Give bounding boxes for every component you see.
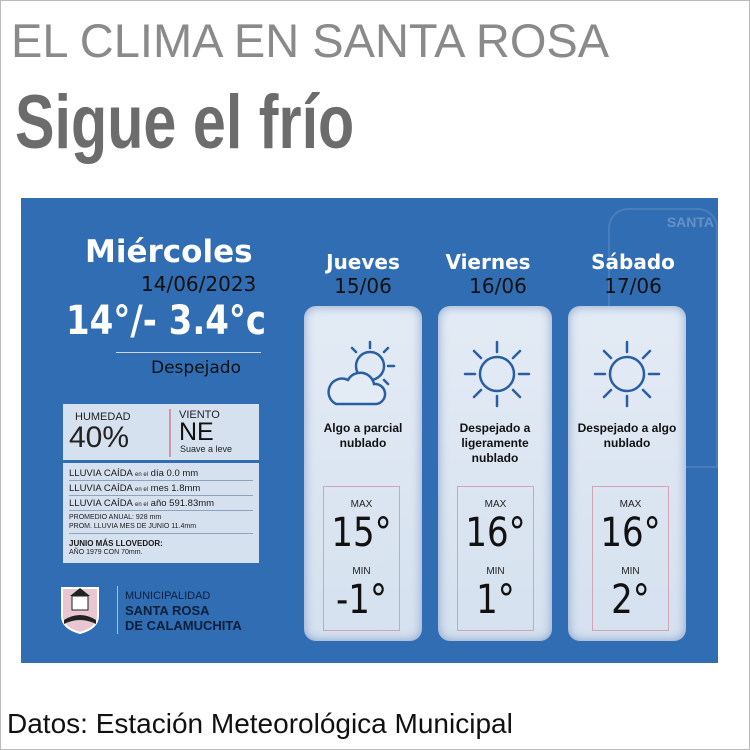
forecast-date: 16/06 bbox=[469, 274, 527, 298]
forecast-condition: Despejado a ligeramente nublado bbox=[459, 421, 531, 465]
today-condition: Despejado bbox=[151, 358, 241, 378]
forecast-day: Sábado bbox=[591, 250, 675, 274]
wettest-june-value: AÑO 1979 CON 70mm. bbox=[69, 549, 143, 556]
humidity-label: HUMEDAD bbox=[75, 411, 131, 423]
municipality-shield-logo bbox=[61, 587, 99, 634]
forecast-card: Despejado a ligeramente nublado MAX 16° … bbox=[438, 306, 552, 641]
forecast-condition: Despejado a algo nublado bbox=[577, 421, 677, 450]
max-label: MAX bbox=[350, 499, 373, 510]
divider bbox=[116, 352, 261, 353]
headline: Sigue el frío bbox=[15, 80, 355, 165]
max-temp: 15° bbox=[331, 510, 392, 556]
forecast-day: Jueves bbox=[326, 250, 400, 274]
max-temp: 16° bbox=[600, 510, 661, 556]
rain-year: LLUVIA CAÍDA en el año 591.83mm bbox=[69, 496, 253, 511]
data-source-caption: Datos: Estación Meteorológica Municipal bbox=[7, 708, 513, 739]
max-temp: 16° bbox=[465, 510, 526, 556]
forecast-card: Despejado a algo nublado MAX 16° MIN 2° bbox=[568, 306, 686, 641]
forecast-date: 15/06 bbox=[334, 274, 392, 298]
min-temp: -1° bbox=[336, 577, 387, 623]
forecast-condition: Algo a parcial nublado bbox=[323, 421, 403, 450]
forecast-card: Algo a parcial nublado MAX 15° MIN -1° bbox=[304, 306, 422, 641]
june-average: PROM. LLUVIA MES DE JUNIO 11.4mm bbox=[69, 522, 253, 534]
municipality-name: SANTA ROSA DE CALAMUCHITA bbox=[125, 603, 242, 633]
rain-box: LLUVIA CAÍDA en el día 0.0 mm LLUVIA CAÍ… bbox=[63, 463, 259, 563]
min-label: MIN bbox=[352, 566, 371, 577]
wind-description: Suave a leve bbox=[180, 444, 233, 454]
rain-day: LLUVIA CAÍDA en el día 0.0 mm bbox=[69, 466, 253, 481]
sun-icon bbox=[593, 340, 661, 408]
humidity-wind-box: HUMEDAD 40% VIENTO NE Suave a leve bbox=[63, 404, 259, 460]
today-temperature: 14°/- 3.4°c bbox=[66, 298, 267, 344]
weather-infographic: SANTA Miércoles 14/06/2023 14°/- 3.4°c D… bbox=[21, 198, 718, 663]
kicker-title: EL CLIMA EN SANTA ROSA bbox=[11, 14, 610, 67]
temperature-box: MAX 15° MIN -1° bbox=[323, 486, 400, 631]
rain-month: LLUVIA CAÍDA en el mes 1.8mm bbox=[69, 481, 253, 496]
humidity-value: 40% bbox=[69, 421, 130, 454]
min-label: MIN bbox=[621, 566, 640, 577]
today-date: 14/06/2023 bbox=[141, 272, 257, 296]
forecast-date: 17/06 bbox=[604, 274, 662, 298]
divider bbox=[169, 409, 171, 457]
temperature-box: MAX 16° MIN 1° bbox=[457, 486, 534, 631]
max-label: MAX bbox=[619, 499, 642, 510]
partly-cloudy-icon bbox=[327, 340, 396, 406]
max-label: MAX bbox=[484, 499, 507, 510]
forecast-day: Viernes bbox=[445, 250, 531, 274]
wind-direction: NE bbox=[179, 418, 214, 446]
municipality-label: MUNICIPALIDAD bbox=[125, 590, 211, 602]
watermark-text: SANTA bbox=[666, 214, 714, 230]
sun-icon bbox=[463, 340, 531, 408]
today-day: Miércoles bbox=[85, 234, 253, 270]
wettest-june-title: JUNIO MÁS LLOVEDOR: bbox=[69, 539, 163, 548]
annual-average: PROMEDIO ANUAL: 928 mm bbox=[69, 514, 162, 521]
wind-label: VIENTO bbox=[179, 409, 220, 421]
divider bbox=[117, 586, 118, 634]
min-label: MIN bbox=[486, 566, 505, 577]
temperature-box: MAX 16° MIN 2° bbox=[592, 486, 669, 631]
min-temp: 2° bbox=[611, 577, 650, 623]
min-temp: 1° bbox=[476, 577, 515, 623]
